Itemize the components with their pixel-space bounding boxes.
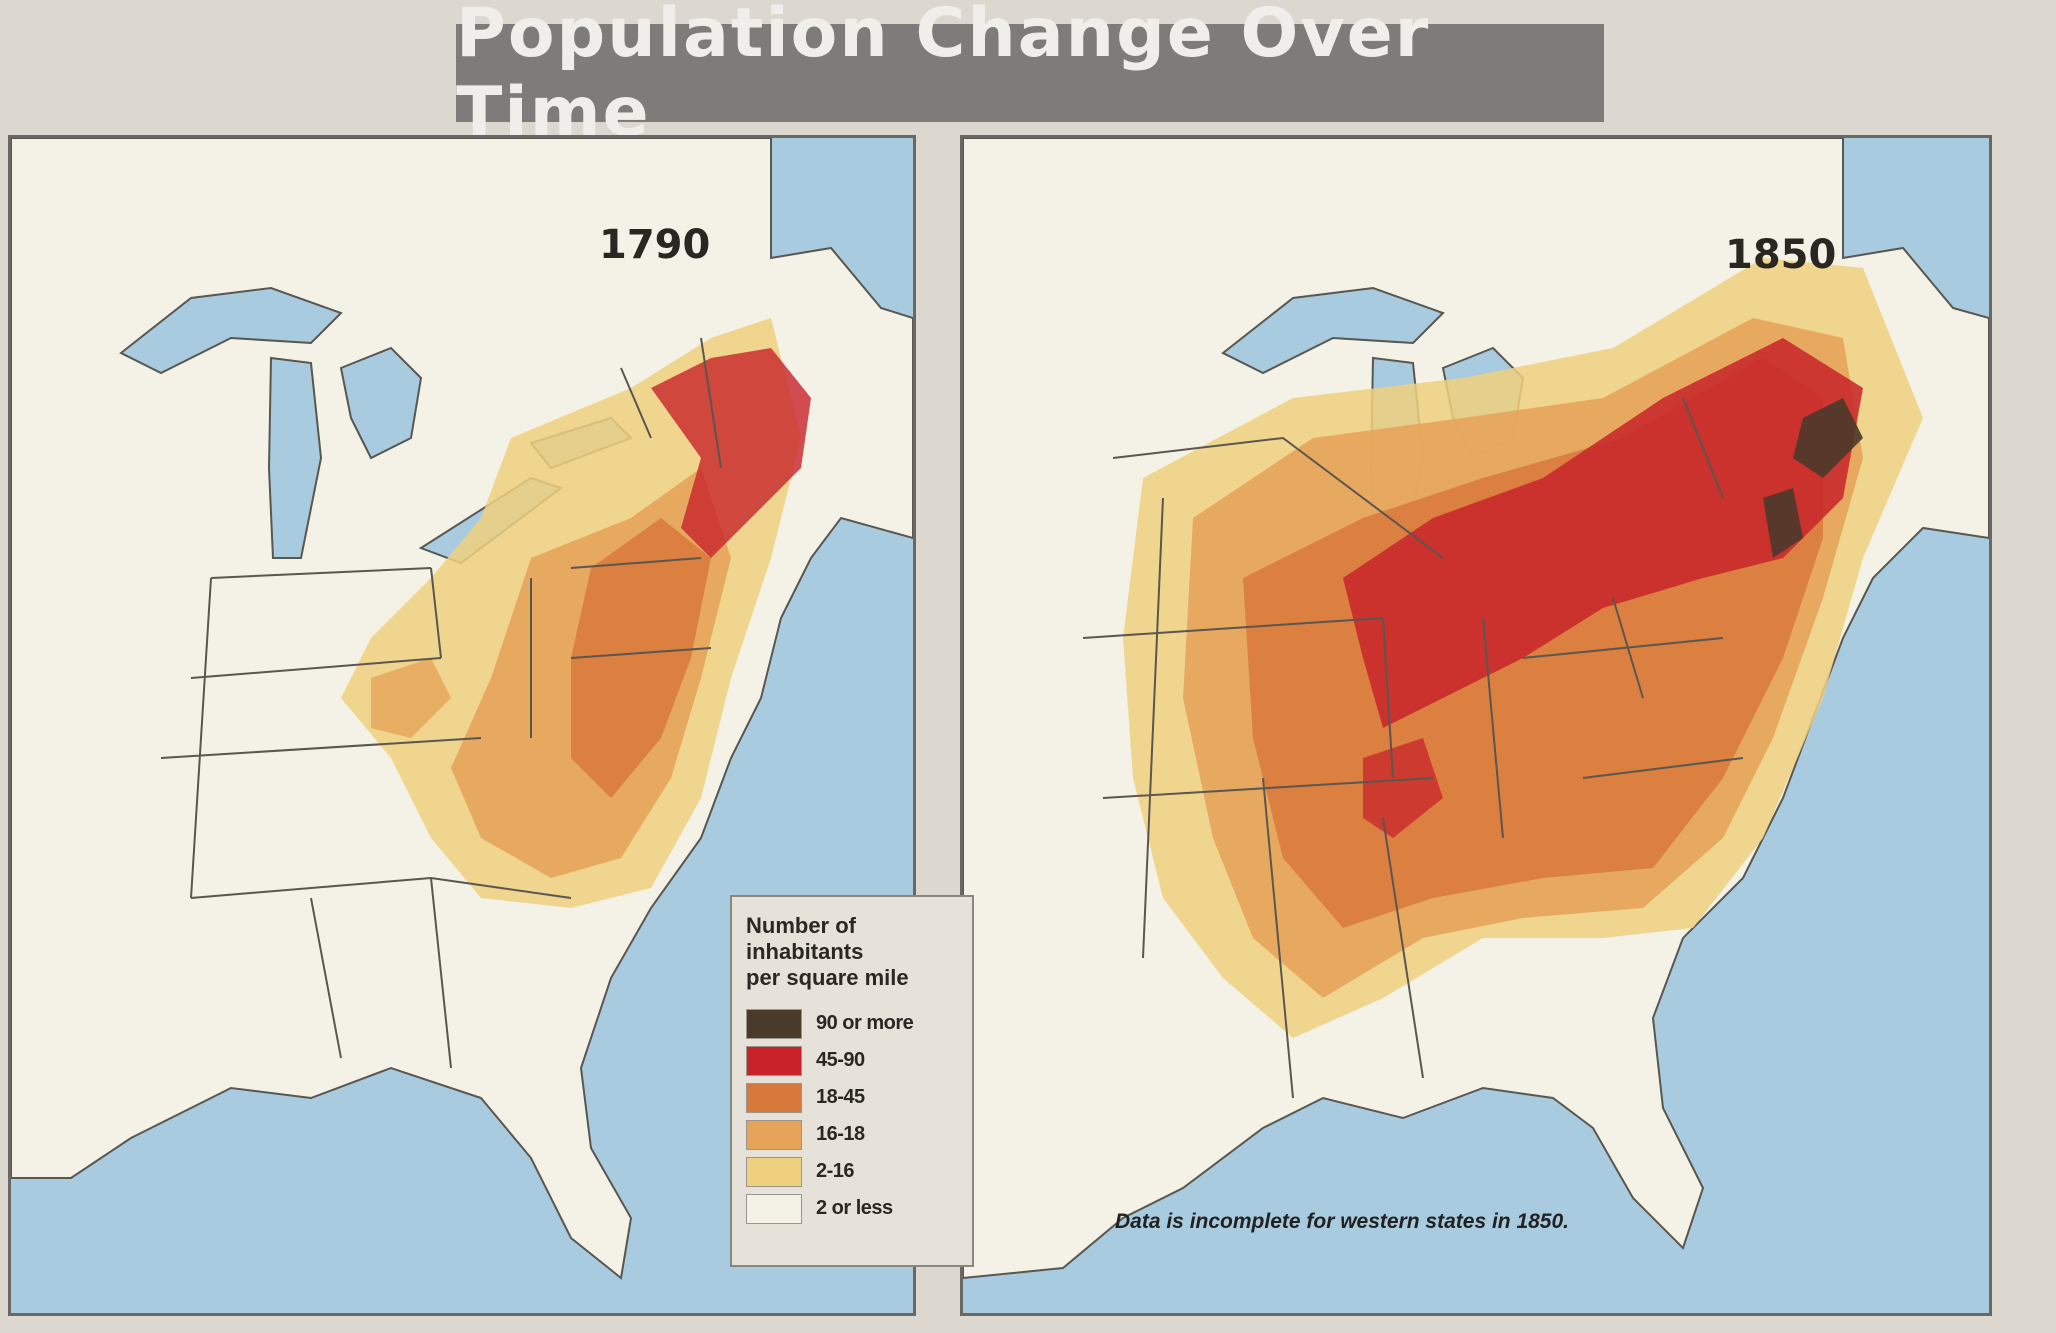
legend: Number of inhabitants per square mile 90…	[730, 895, 974, 1267]
legend-title-line: inhabitants	[746, 939, 864, 964]
density-18-45	[571, 518, 711, 798]
legend-item: 90 or more	[746, 1005, 958, 1042]
legend-item: 2 or less	[746, 1190, 958, 1227]
year-label-1790: 1790	[599, 222, 711, 268]
density-90-plus	[1763, 398, 1863, 558]
legend-swatch	[746, 1156, 802, 1187]
data-note: Data is incomplete for western states in…	[1115, 1210, 1570, 1233]
lake-huron	[339, 346, 423, 460]
density-45-90-tennessee	[1363, 738, 1443, 838]
lake-superior	[1221, 286, 1445, 375]
legend-label: 18-45	[816, 1086, 865, 1108]
map-1850	[963, 138, 1989, 1313]
map-panel-1790: 1790	[8, 135, 916, 1316]
state-borders	[1082, 397, 1744, 1099]
legend-swatch	[746, 1193, 802, 1224]
legend-swatch	[746, 1119, 802, 1150]
legend-label: 2 or less	[816, 1197, 893, 1219]
year-label-1850: 1850	[1725, 232, 1837, 278]
legend-swatch	[746, 1008, 802, 1039]
legend-label: 2-16	[816, 1160, 855, 1182]
legend-swatch	[746, 1045, 802, 1076]
legend-label: 16-18	[816, 1123, 865, 1145]
density-45-90	[651, 348, 811, 558]
legend-item: 2-16	[746, 1153, 958, 1190]
legend-swatch	[746, 1082, 802, 1113]
legend-label: 90 or more	[816, 1012, 914, 1034]
legend-item: 16-18	[746, 1116, 958, 1153]
legend-title-line: per square mile	[746, 965, 909, 990]
title-banner: Population Change Over Time	[456, 0, 1604, 152]
density-45-90	[1343, 338, 1863, 728]
legend-label: 45-90	[816, 1049, 865, 1071]
lake-superior	[119, 286, 343, 375]
lake-michigan	[267, 356, 323, 559]
map-1790	[11, 138, 913, 1313]
page-title: Population Change Over Time	[456, 0, 1431, 152]
map-panel-1850: 1850 Data is incomplete for western stat…	[960, 135, 1992, 1316]
legend-title-line: Number of	[746, 913, 856, 938]
legend-title: Number of inhabitants per square mile	[746, 913, 958, 991]
state-borders	[160, 337, 722, 1069]
legend-item: 18-45	[746, 1079, 958, 1116]
legend-item: 45-90	[746, 1042, 958, 1079]
density-kentucky	[371, 658, 451, 738]
